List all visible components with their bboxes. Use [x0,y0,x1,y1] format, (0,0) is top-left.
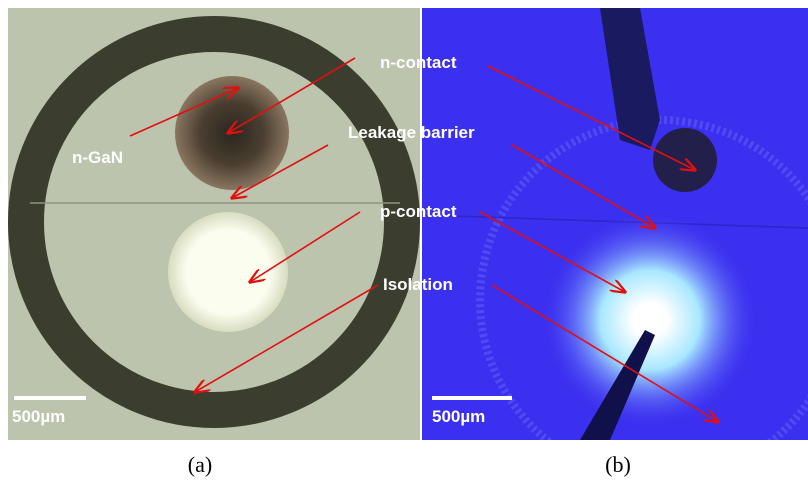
label: n-contact [380,53,457,72]
scale-label: 500µm [12,407,65,426]
page: n-GaN 500µm 500µm n-contact Leakage barr… [0,0,808,480]
label: Leakage barrier [348,123,475,142]
label: Isolation [383,275,453,294]
panel-a-image [8,8,420,440]
label: n-GaN [72,148,123,167]
label: p-contact [380,202,457,221]
figure: n-GaN 500µm 500µm n-contact Leakage barr… [0,0,808,480]
scale-label: 500µm [432,407,485,426]
caption: (a) [188,452,212,477]
caption: (b) [605,452,631,477]
